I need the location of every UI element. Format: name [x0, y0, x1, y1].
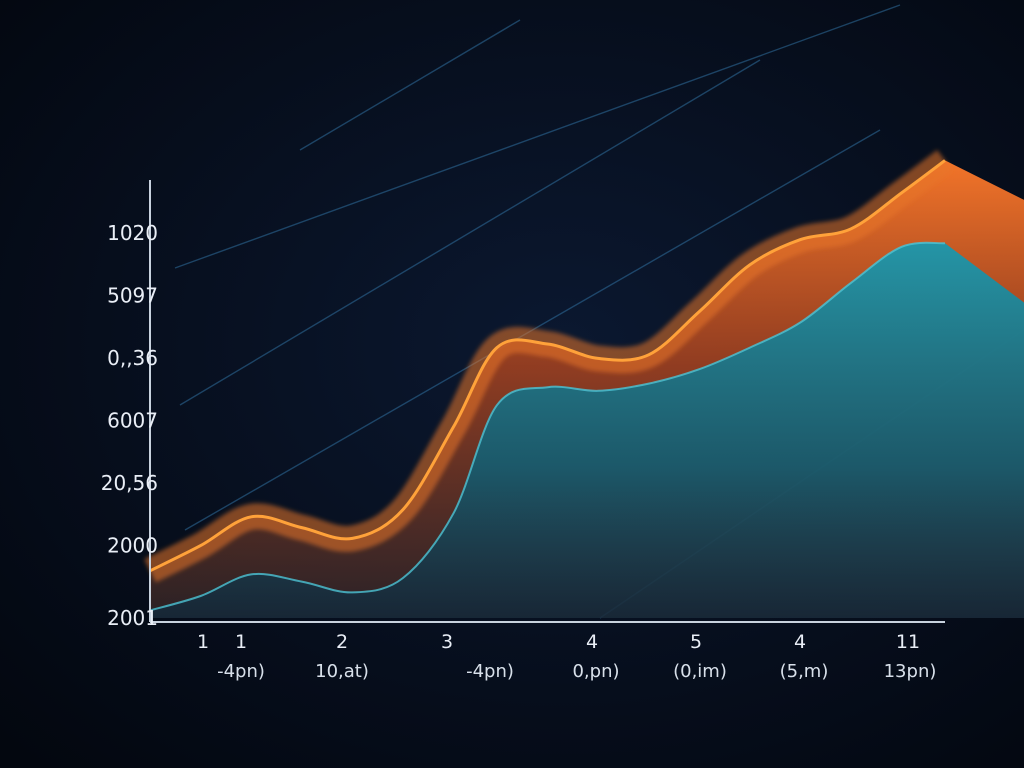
x-sub-label: -4pn): [217, 661, 265, 682]
x-tick-label: 1: [235, 631, 247, 653]
y-tick-label: 2000: [107, 534, 158, 558]
x-tick-labels: 1 1 2 3 4 5 4 11: [197, 631, 920, 653]
x-tick-label: 1: [197, 631, 209, 653]
x-sub-label: (0,im): [673, 661, 727, 682]
x-tick-label: 2: [336, 631, 348, 653]
x-sub-label: 13pn): [884, 661, 937, 682]
x-sub-label: 10,at): [315, 661, 369, 682]
series-2-area: [150, 242, 1024, 618]
decor-line-5: [299, 19, 521, 151]
y-tick-label: 5097: [107, 284, 158, 308]
x-sub-label: (5,m): [780, 661, 829, 682]
x-tick-label: 3: [441, 631, 453, 653]
x-tick-label: 4: [794, 631, 806, 653]
series-2-line: [149, 241, 946, 612]
y-tick-label: 20,56: [101, 471, 158, 495]
axes: [149, 180, 945, 623]
decor-line-2: [179, 59, 761, 406]
x-tick-label: 4: [586, 631, 598, 653]
x-sub-labels: -4pn) 10,at) -4pn) 0,pn) (0,im) (5,m) 13pn): [217, 661, 936, 682]
x-tick-label: 5: [690, 631, 702, 653]
y-tick-label: 6007: [107, 409, 158, 433]
x-tick-label: 11: [896, 631, 920, 653]
series-1-line: [149, 159, 946, 573]
y-tick-label: 2001: [107, 606, 158, 630]
series-areas: [144, 149, 1024, 618]
decor-line-1: [174, 4, 901, 269]
x-sub-label: -4pn): [466, 661, 514, 682]
x-sub-label: 0,pn): [572, 661, 619, 682]
y-tick-labels: 1020 5097 0,,36 6007 20,56 2000 2001: [101, 221, 158, 630]
y-tick-label: 1020: [107, 221, 158, 245]
y-tick-label: 0,,36: [107, 346, 158, 370]
